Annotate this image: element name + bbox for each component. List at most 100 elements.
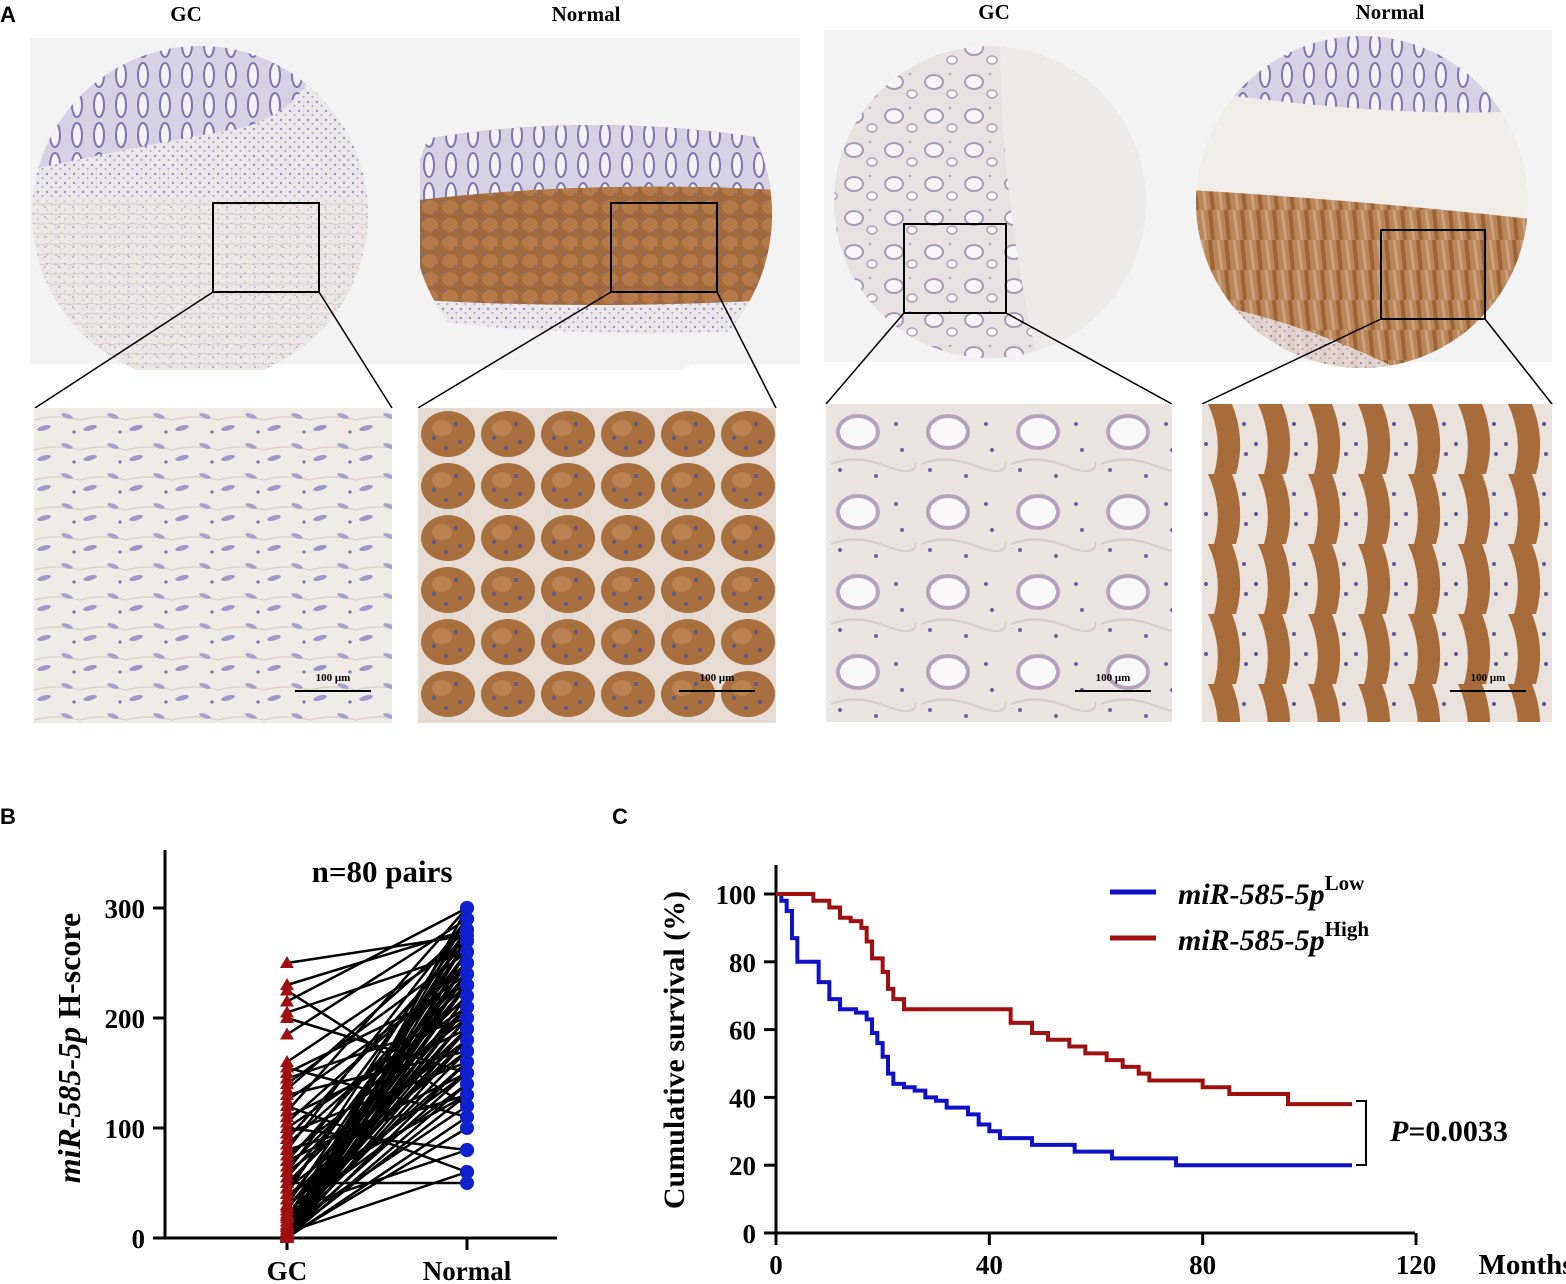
gc-marker bbox=[280, 1027, 294, 1040]
micrograph-right-gc bbox=[826, 404, 1172, 722]
scale-bar-4: 100 μm bbox=[1450, 672, 1526, 692]
panel-c-ytick-label: 0 bbox=[743, 1219, 757, 1249]
panel-c-ylabel: Cumulative survival (%) bbox=[658, 891, 691, 1209]
panel-b-letter: B bbox=[0, 804, 16, 829]
pair-line bbox=[286, 1028, 468, 1239]
normal-marker bbox=[460, 1044, 474, 1058]
scale-bar-label: 100 μm bbox=[315, 672, 351, 684]
panel-a-letter: A bbox=[0, 2, 16, 27]
panel-c-legend: miR-585-5pLow miR-585-5pHigh bbox=[1110, 871, 1369, 957]
scale-bar-label: 100 μm bbox=[1095, 672, 1131, 684]
normal-marker bbox=[460, 934, 474, 948]
gc-marker bbox=[280, 994, 294, 1007]
pair-line bbox=[285, 995, 469, 1239]
scale-bar-label: 100 μm bbox=[699, 672, 735, 684]
pair-line bbox=[286, 940, 468, 1140]
panel-b-annotation: n=80 pairs bbox=[312, 854, 453, 889]
panel-a-left-gc-label: GC bbox=[170, 2, 202, 26]
normal-marker bbox=[460, 1066, 474, 1080]
panel-b-ytick-label: 0 bbox=[132, 1224, 146, 1254]
survival-curve-low bbox=[776, 892, 1352, 1168]
scale-bar-2: 100 μm bbox=[679, 672, 755, 692]
panel-c-letter: C bbox=[612, 804, 628, 829]
panel-b-ytick-label: 200 bbox=[105, 1004, 146, 1034]
micrograph-left-normal bbox=[418, 408, 776, 723]
normal-marker bbox=[460, 1165, 474, 1179]
normal-marker bbox=[460, 923, 474, 937]
normal-marker bbox=[460, 1121, 474, 1135]
normal-marker bbox=[460, 1077, 474, 1091]
normal-marker bbox=[460, 1110, 474, 1124]
pair-line bbox=[286, 1061, 468, 1239]
left-gc-inset-box bbox=[212, 202, 320, 293]
legend-low-label: miR-585-5pLow bbox=[1178, 871, 1365, 911]
normal-marker bbox=[460, 1000, 474, 1014]
legend-high-label: miR-585-5pHigh bbox=[1178, 917, 1369, 957]
panel-b-chart: 0 100 200 300 GC Normal n=80 pairs miR-585-5… bbox=[51, 850, 557, 1284]
pair-line bbox=[286, 906, 468, 1003]
pair-line bbox=[285, 962, 469, 1239]
right-gc-core bbox=[834, 46, 1146, 358]
p-value-bracket bbox=[1356, 1100, 1367, 1166]
panel-c-xtick-label: 40 bbox=[976, 1250, 1003, 1280]
panel-b-ylabel: miR-585-5p H-score bbox=[51, 913, 87, 1183]
panel-c-xtick-label: 80 bbox=[1189, 1250, 1216, 1280]
panel-b-xtick-label: GC bbox=[267, 1256, 308, 1284]
panel-a-right-gc-label: GC bbox=[978, 0, 1010, 24]
normal-marker bbox=[460, 945, 474, 959]
pair-line bbox=[285, 984, 469, 1238]
pair-line bbox=[286, 907, 468, 1113]
pair-line bbox=[285, 907, 469, 1239]
panel-a-left-normal-label: Normal bbox=[551, 2, 621, 26]
pair-line bbox=[286, 1072, 468, 1235]
panel-c-ytick-label: 20 bbox=[729, 1151, 756, 1181]
micrograph-right-normal bbox=[1202, 404, 1552, 722]
gc-marker bbox=[280, 1011, 294, 1023]
survival-curve-high bbox=[776, 892, 1352, 1107]
normal-marker bbox=[460, 1022, 474, 1036]
gc-marker bbox=[280, 983, 294, 996]
panel-b-ytick-label: 300 bbox=[105, 894, 146, 924]
normal-marker bbox=[460, 901, 474, 915]
scale-bar-label: 100 μm bbox=[1470, 672, 1506, 684]
normal-marker bbox=[460, 978, 474, 992]
pair-line bbox=[286, 1083, 468, 1239]
panel-b-ytick-label: 100 bbox=[105, 1114, 146, 1144]
pair-line bbox=[286, 918, 468, 1151]
normal-marker bbox=[460, 1011, 474, 1025]
p-value-label: P=0.0033 bbox=[1389, 1115, 1508, 1148]
panel-c-xtick-label: 0 bbox=[769, 1250, 783, 1280]
panel-b-ylabel-rest: H-score bbox=[51, 913, 87, 1027]
normal-marker bbox=[460, 912, 474, 926]
micrograph-left-gc bbox=[34, 408, 392, 723]
normal-marker bbox=[460, 1088, 474, 1102]
gc-marker bbox=[280, 1231, 294, 1243]
scale-bar-3: 100 μm bbox=[1075, 672, 1151, 692]
panel-b-ylabel-italic: miR-585-5p bbox=[51, 1027, 87, 1183]
panel-a-overview bbox=[30, 30, 1553, 409]
panel-c-ytick-label: 60 bbox=[729, 1016, 756, 1046]
pair-line bbox=[286, 1170, 468, 1234]
scale-bar-1: 100 μm bbox=[295, 672, 371, 692]
left-normal-core bbox=[412, 40, 772, 370]
normal-marker bbox=[460, 967, 474, 981]
zoom-lines bbox=[34, 291, 1553, 409]
normal-marker bbox=[460, 956, 474, 970]
panel-c-ytick-label: 80 bbox=[729, 948, 756, 978]
panel-b-xtick-label: Normal bbox=[423, 1256, 512, 1284]
panel-c-x-unit: Months bbox=[1478, 1249, 1566, 1281]
normal-marker bbox=[460, 1176, 474, 1190]
pair-line bbox=[286, 1115, 468, 1240]
pair-line bbox=[286, 984, 468, 1146]
right-normal-inset-box bbox=[1380, 229, 1486, 320]
panel-c-xtick-label: 120 bbox=[1396, 1250, 1437, 1280]
left-normal-inset-box bbox=[610, 202, 718, 293]
normal-marker bbox=[460, 989, 474, 1003]
normal-marker bbox=[460, 1143, 474, 1157]
right-gc-inset-box bbox=[903, 223, 1007, 314]
normal-marker bbox=[460, 1055, 474, 1069]
normal-marker bbox=[460, 1033, 474, 1047]
panel-a-right-normal-label: Normal bbox=[1355, 0, 1425, 24]
pair-line bbox=[286, 917, 468, 1036]
panel-c-chart: 0 20 40 60 80 100 0 40 80 120 Months Cumulative … bbox=[658, 865, 1566, 1281]
